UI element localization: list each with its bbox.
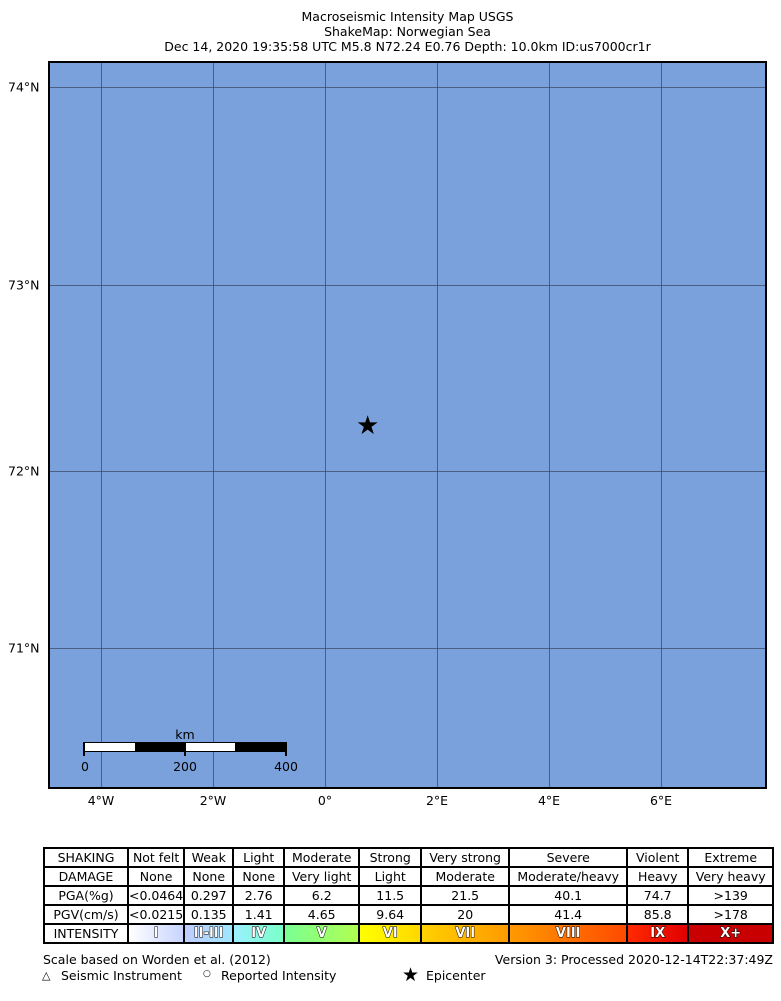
meridian-0	[325, 63, 326, 787]
legend-cell: 40.1	[508, 885, 629, 906]
intensity-cell: V	[283, 923, 361, 944]
legend-cell: <0.0215	[126, 904, 186, 925]
legend-row-header: INTENSITY	[43, 923, 129, 944]
intensity-cell: VIII	[508, 923, 629, 944]
lat-label-74n: 74°N	[8, 79, 40, 95]
meridian-4w	[101, 63, 102, 787]
legend-row-shaking: SHAKING Not felt Weak Light Moderate Strong Ve…	[43, 847, 775, 868]
intensity-cell: II-III	[183, 923, 235, 944]
lat-label-71n: 71°N	[8, 640, 40, 656]
scale-tick-400	[285, 742, 287, 756]
scale-tick-0	[83, 742, 85, 756]
legend-cell: 74.7	[626, 885, 690, 906]
lat-label-72n: 72°N	[8, 463, 40, 479]
legend-cell: >178	[687, 904, 775, 925]
parallel-71n	[50, 648, 765, 649]
legend-row-damage: DAMAGE None None None Very light Light Moderat…	[43, 866, 775, 887]
legend-cell: 11.5	[358, 885, 423, 906]
legend-cell: 9.64	[358, 904, 423, 925]
lat-label-73n: 73°N	[8, 277, 40, 293]
legend-cell: Violent	[626, 847, 690, 868]
legend-row-header: PGA(%g)	[43, 885, 129, 906]
scale-note: Scale based on Worden et al. (2012)	[43, 952, 271, 967]
intensity-cell: VII	[420, 923, 511, 944]
parallel-72n	[50, 471, 765, 472]
legend-cell: Very heavy	[687, 866, 775, 887]
scale-label-0: 0	[81, 759, 89, 774]
lon-label-2w: 2°W	[199, 793, 227, 808]
legend-cell: Moderate/heavy	[508, 866, 629, 887]
legend-cell: Very light	[283, 866, 361, 887]
meridian-2w	[213, 63, 214, 787]
legend-cell: 41.4	[508, 904, 629, 925]
legend-row-pgag: PGA(%g) <0.0464 0.297 2.76 6.2 11.5 21.5 40.1 74…	[43, 885, 775, 906]
triangle-icon: △	[42, 969, 51, 982]
scale-tick-200	[184, 742, 186, 756]
legend-cell: Heavy	[626, 866, 690, 887]
lon-label-6e: 6°E	[649, 793, 673, 808]
legend-cell: Not felt	[126, 847, 186, 868]
intensity-cell: IX	[626, 923, 690, 944]
title-line-2: ShakeMap: Norwegian Sea	[324, 24, 491, 39]
seismic-instrument-label: Seismic Instrument	[61, 968, 182, 983]
legend-cell: Severe	[508, 847, 629, 868]
legend-cell: None	[183, 866, 235, 887]
intensity-cell: VI	[358, 923, 423, 944]
lon-label-0: 0°	[317, 793, 333, 808]
parallel-74n	[50, 87, 765, 88]
lon-label-4w: 4°W	[87, 793, 115, 808]
intensity-cell: I	[126, 923, 186, 944]
legend-cell: 0.135	[183, 904, 235, 925]
meridian-4e	[549, 63, 550, 787]
legend-cell: 1.41	[232, 904, 286, 925]
legend-row-pgvcms: PGV(cm/s) <0.0215 0.135 1.41 4.65 9.64 20 41.4 8…	[43, 904, 775, 925]
parallel-73n	[50, 285, 765, 286]
legend-row-header: PGV(cm/s)	[43, 904, 129, 925]
scale-label-400: 400	[274, 759, 298, 774]
intensity-cell: IV	[232, 923, 286, 944]
legend-cell: Very strong	[420, 847, 511, 868]
epicenter-legend-star-icon: ★	[402, 964, 420, 986]
scale-label-200: 200	[173, 759, 197, 774]
legend-cell: 4.65	[283, 904, 361, 925]
legend-cell: 2.76	[232, 885, 286, 906]
circle-icon: ○	[203, 969, 211, 979]
epicenter-star-icon[interactable]: ★	[356, 411, 380, 441]
version-info: Version 3: Processed 2020-12-14T22:37:49…	[494, 952, 773, 967]
legend-cell: Moderate	[283, 847, 361, 868]
map-area[interactable]	[48, 61, 767, 789]
legend-row-header: SHAKING	[43, 847, 129, 868]
legend-cell: 21.5	[420, 885, 511, 906]
title-line-3: Dec 14, 2020 19:35:58 UTC M5.8 N72.24 E0…	[164, 39, 651, 54]
legend-row-intensity: INTENSITY I II-III IV V VI VII VIII IX X+	[43, 923, 775, 944]
meridian-6e	[661, 63, 662, 787]
legend-cell: 6.2	[283, 885, 361, 906]
legend-cell: Strong	[358, 847, 423, 868]
lon-label-2e: 2°E	[425, 793, 449, 808]
epicenter-label: Epicenter	[426, 968, 486, 983]
lon-label-4e: 4°E	[537, 793, 561, 808]
legend-cell: Extreme	[687, 847, 775, 868]
legend-cell: Moderate	[420, 866, 511, 887]
intensity-legend-table: SHAKING Not felt Weak Light Moderate Strong Ve…	[43, 847, 775, 944]
legend-cell: 0.297	[183, 885, 235, 906]
meridian-2e	[437, 63, 438, 787]
legend-cell: >139	[687, 885, 775, 906]
reported-intensity-label: Reported Intensity	[221, 968, 337, 983]
legend-cell: None	[126, 866, 186, 887]
intensity-cell: X+	[687, 923, 775, 944]
legend-cell: 85.8	[626, 904, 690, 925]
legend-cell: Weak	[183, 847, 235, 868]
legend-row-header: DAMAGE	[43, 866, 129, 887]
legend-cell: Light	[232, 847, 286, 868]
legend-cell: <0.0464	[126, 885, 186, 906]
legend-cell: None	[232, 866, 286, 887]
legend-cell: 20	[420, 904, 511, 925]
legend-cell: Light	[358, 866, 423, 887]
title-line-1: Macroseismic Intensity Map USGS	[301, 9, 514, 24]
scale-unit-label: km	[175, 727, 195, 742]
